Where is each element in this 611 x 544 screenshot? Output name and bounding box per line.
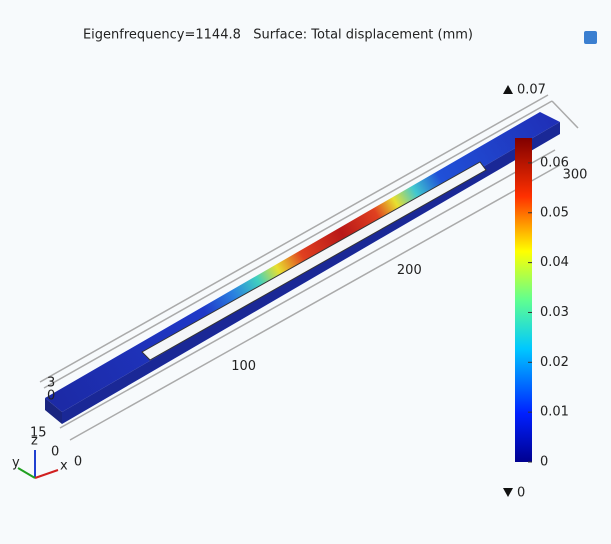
max-label: 0.07 <box>517 83 546 98</box>
triad-label: z <box>31 434 38 449</box>
colorbar-tick-label: 0.01 <box>540 405 569 420</box>
axis-triad <box>17 450 59 479</box>
min-label: 0 <box>517 486 525 501</box>
length-tick-label: 300 <box>563 168 588 183</box>
colorbar-tick-label: 0.03 <box>540 305 569 320</box>
colorbar-tick-label: 0.05 <box>540 205 569 220</box>
triad-label: x <box>60 459 68 474</box>
max-marker <box>503 85 513 94</box>
min-marker <box>503 488 513 497</box>
width-label: 0 <box>47 389 55 404</box>
plot-title: Eigenfrequency=1144.8 Surface: Total dis… <box>83 28 473 43</box>
slot <box>141 161 487 361</box>
triad-label: y <box>12 456 20 471</box>
beam-end <box>45 398 62 424</box>
depth-label: 15 <box>30 426 47 441</box>
length-tick-label: 0 <box>74 455 82 470</box>
colorbar-tick-label: 0.02 <box>540 355 569 370</box>
length-tick-label: 100 <box>231 359 256 374</box>
colorbar <box>515 138 532 462</box>
length-tick-label: 200 <box>397 263 422 278</box>
colorbar-tick-label: 0.04 <box>540 255 569 270</box>
depth-label: 0 <box>51 445 59 460</box>
width-label: 3 <box>47 376 55 391</box>
window-icon[interactable] <box>584 31 597 44</box>
bounding-rails <box>39 94 579 441</box>
colorbar-tick-label: 0 <box>540 455 548 470</box>
colorbar-tick-label: 0.06 <box>540 155 569 170</box>
